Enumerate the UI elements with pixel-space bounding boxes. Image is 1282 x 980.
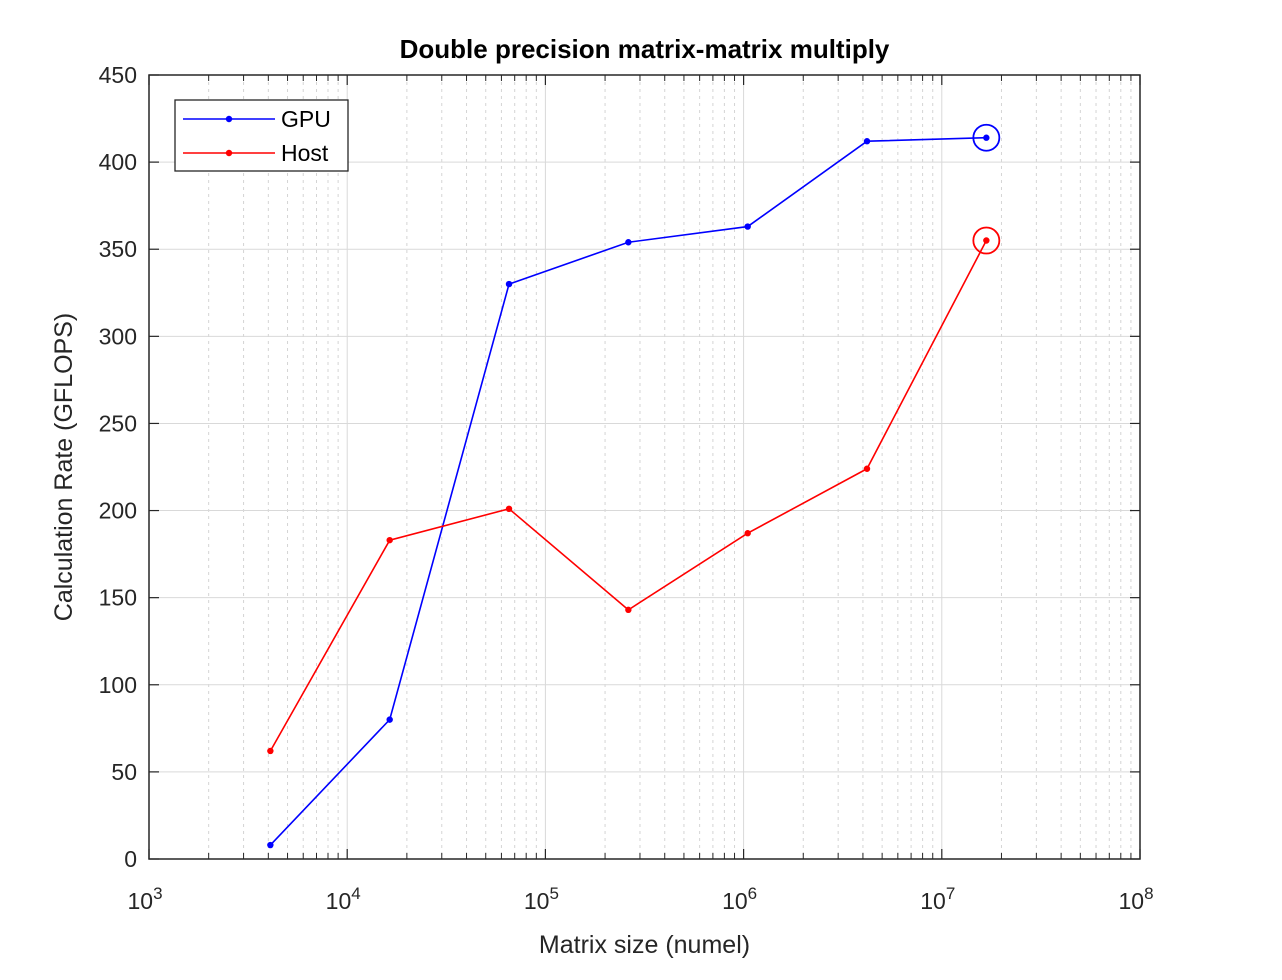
legend-marker-host (225, 149, 233, 157)
y-tick-label: 100 (99, 672, 137, 698)
host-max-marker (972, 226, 1001, 255)
legend-label-host[interactable]: Host (281, 140, 329, 166)
legend[interactable]: GPU Host (174, 99, 349, 172)
host-data-point (863, 465, 871, 472)
series-layer (267, 123, 1001, 849)
gpu-max-marker (972, 123, 1001, 152)
legend-box (174, 99, 349, 172)
chart-title: Double precision matrix-matrix multiply (400, 34, 890, 64)
y-tick-label: 300 (99, 323, 137, 349)
y-tick-label: 350 (99, 236, 137, 262)
host-data-point (744, 530, 751, 537)
y-tick-label: 50 (111, 759, 137, 785)
y-tick-label: 450 (99, 62, 137, 88)
host-data-point (983, 237, 990, 244)
host-data-point (267, 747, 274, 755)
host-data-point (625, 606, 632, 614)
ticks: 103 104 105 106 107 1080501001502002503003504… (99, 62, 1154, 914)
y-tick-label: 0 (124, 846, 137, 872)
host-data-point (505, 505, 513, 513)
y-tick-label: 250 (99, 410, 137, 436)
x-axis-label: Matrix size (numel) (539, 931, 750, 959)
y-axis-label: Calculation Rate (GFLOPS) (50, 313, 78, 621)
legend-label-gpu[interactable]: GPU (281, 106, 331, 132)
axes-background (149, 75, 1140, 859)
legend-marker-gpu (225, 115, 233, 123)
axes-box (148, 74, 1141, 860)
gpu-data-point (505, 280, 513, 288)
host-data-point (386, 536, 393, 544)
y-tick-label: 200 (99, 498, 137, 524)
y-tick-label: 150 (99, 585, 137, 611)
y-tick-label: 400 (99, 149, 137, 175)
gpu-data-point (386, 716, 393, 723)
grid (148, 74, 1141, 860)
gpu-data-point (625, 239, 632, 246)
gpu-data-point (267, 841, 274, 849)
gpu-data-point (863, 138, 871, 145)
gpu-data-point (983, 134, 990, 141)
x-tick-label: 107 (920, 884, 955, 914)
gpu-data-point (744, 223, 751, 230)
